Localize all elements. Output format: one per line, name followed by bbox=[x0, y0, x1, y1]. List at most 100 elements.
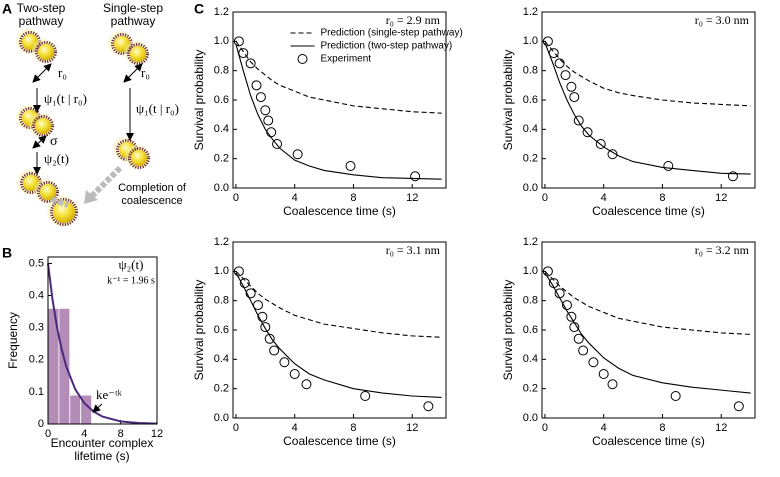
plot-frame bbox=[232, 11, 447, 189]
x-tick-label: 0 bbox=[233, 422, 239, 434]
legend-label: Prediction (two-step pathway) bbox=[321, 41, 453, 52]
data-point bbox=[239, 278, 250, 289]
x-tick-label: 8 bbox=[118, 428, 124, 440]
x-tick-label: 0 bbox=[542, 192, 548, 204]
plot-frame bbox=[232, 241, 447, 419]
y-tick-label: 0.6 bbox=[523, 324, 538, 336]
data-point bbox=[423, 401, 434, 412]
data-point bbox=[360, 391, 371, 401]
x-tick-label: 12 bbox=[151, 428, 163, 440]
x-axis-title: Encounter complex lifetime (s) bbox=[50, 436, 154, 463]
annotation-arrow bbox=[92, 403, 103, 413]
dashed-line bbox=[544, 270, 751, 335]
y-tick-label: 0.4 bbox=[29, 289, 44, 301]
data-point bbox=[578, 345, 589, 356]
y-tick-label: 0.2 bbox=[214, 383, 229, 395]
data-point bbox=[566, 311, 577, 322]
y-tick-label: 0.4 bbox=[523, 353, 538, 365]
data-point bbox=[598, 369, 609, 379]
y-tick-label: 0.6 bbox=[214, 94, 229, 106]
y-tick-label: 1.2 bbox=[214, 6, 229, 18]
gray-arrow bbox=[50, 196, 70, 208]
data-point bbox=[410, 171, 421, 182]
y-tick-label: 0.3 bbox=[29, 322, 44, 334]
x-tick-label: 12 bbox=[715, 192, 727, 204]
data-point bbox=[573, 333, 584, 344]
particle-spikes bbox=[50, 198, 78, 226]
panel-label: A bbox=[2, 1, 12, 17]
solid-line bbox=[544, 272, 751, 394]
diagram-label: Two-step pathway bbox=[16, 1, 66, 28]
data-point bbox=[663, 161, 674, 171]
y-tick-label: 1.0 bbox=[523, 265, 538, 277]
diagram-label: σ bbox=[50, 134, 58, 149]
x-tick-label: 12 bbox=[406, 192, 418, 204]
solid-line bbox=[235, 44, 442, 180]
annotation: r₀ = 3.2 nm bbox=[695, 243, 750, 257]
particle-spikes bbox=[37, 181, 59, 203]
x-tick-label: 4 bbox=[292, 422, 298, 434]
y-tick-label: 0.6 bbox=[214, 324, 229, 336]
y-tick-label: 0.5 bbox=[29, 257, 44, 269]
diagram-label: ψ₂(t) bbox=[44, 151, 69, 166]
y-tick-label: 0.2 bbox=[523, 383, 538, 395]
diagram-label: r₀ bbox=[141, 65, 150, 80]
data-point bbox=[542, 266, 553, 277]
particle bbox=[130, 46, 146, 62]
data-point bbox=[292, 149, 303, 160]
y-axis-title: Survival probability bbox=[501, 280, 515, 381]
diagram-label: ψ₁(t | r₀) bbox=[44, 91, 87, 106]
particle bbox=[40, 184, 56, 200]
y-tick-label: 0.6 bbox=[523, 94, 538, 106]
x-tick-label: 4 bbox=[81, 428, 87, 440]
y-tick-label: 0.1 bbox=[29, 386, 44, 398]
dashed-line bbox=[235, 270, 442, 338]
solid-line bbox=[544, 42, 751, 175]
y-tick-label: 1.2 bbox=[523, 6, 538, 18]
data-point bbox=[272, 139, 283, 149]
x-axis-title: Coalescence time (s) bbox=[283, 204, 396, 218]
plot-frame bbox=[541, 11, 756, 189]
diagram-label: r₀ bbox=[58, 65, 67, 80]
data-point bbox=[560, 70, 571, 81]
x-tick-label: 8 bbox=[659, 422, 665, 434]
diagram-label: Single-step pathway bbox=[102, 1, 164, 28]
x-tick-label: 8 bbox=[350, 422, 356, 434]
annotation: k⁻¹ = 1.96 s bbox=[107, 275, 155, 286]
data-point bbox=[554, 288, 565, 299]
y-tick-label: 0.8 bbox=[523, 295, 538, 307]
y-tick-label: 1.0 bbox=[523, 35, 538, 47]
x-tick-label: 4 bbox=[601, 192, 607, 204]
y-tick-label: 1.0 bbox=[214, 265, 229, 277]
annotation: r₀ = 2.9 nm bbox=[386, 13, 441, 27]
data-point bbox=[252, 300, 263, 311]
y-tick-label: 0.2 bbox=[29, 354, 44, 366]
data-point bbox=[260, 105, 271, 116]
diagram-label: ψ₁(t | r₀) bbox=[136, 101, 179, 116]
particle bbox=[38, 44, 54, 60]
data-point bbox=[595, 139, 606, 149]
data-point bbox=[279, 357, 290, 368]
data-point bbox=[260, 322, 271, 333]
data-point bbox=[569, 322, 580, 333]
y-tick-label: 0.4 bbox=[214, 123, 229, 135]
data-point bbox=[588, 357, 599, 368]
x-tick-label: 4 bbox=[601, 422, 607, 434]
x-tick-label: 12 bbox=[715, 422, 727, 434]
y-tick-label: 0.8 bbox=[214, 295, 229, 307]
y-axis-title: Frequency bbox=[6, 312, 20, 369]
data-point bbox=[263, 115, 274, 126]
data-point bbox=[573, 115, 584, 126]
y-tick-label: 0.0 bbox=[523, 182, 538, 194]
gray-arrow bbox=[89, 165, 123, 199]
data-point bbox=[542, 36, 553, 47]
data-point bbox=[289, 369, 300, 379]
x-tick-label: 0 bbox=[542, 422, 548, 434]
arrow bbox=[123, 63, 143, 83]
panel-label: C bbox=[194, 1, 204, 17]
legend-marker bbox=[297, 54, 308, 64]
annotation: ψ₂(t) bbox=[119, 257, 144, 272]
data-point bbox=[233, 36, 244, 47]
